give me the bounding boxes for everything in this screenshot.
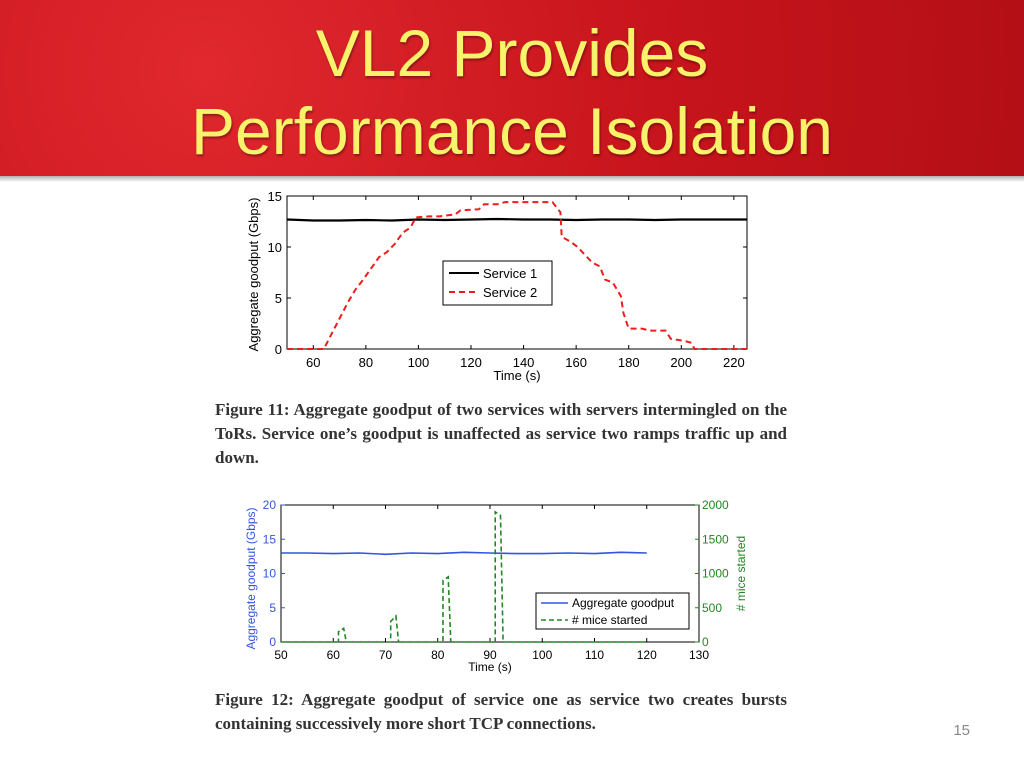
chart-2-legend-label: Aggregate goodput	[572, 596, 675, 610]
chart-2-x-axis-label: Time (s)	[468, 660, 512, 674]
chart-1-legend-label: Service 2	[483, 285, 537, 300]
chart-2-x-tick-label: 100	[532, 648, 552, 662]
chart-2-y-right-tick-label: 2000	[702, 498, 729, 512]
chart-2-series-2-line	[281, 510, 647, 643]
chart-1-x-tick-label: 140	[513, 355, 535, 370]
chart-2-x-tick-label: 60	[327, 648, 341, 662]
chart-2-y-axis-label: Aggregate goodput (Gbps)	[244, 507, 258, 649]
chart-2-x-tick-label: 130	[689, 648, 709, 662]
chart-1-x-tick-label: 200	[670, 355, 692, 370]
chart-2-y-right-tick-label: 0	[702, 635, 709, 649]
chart-2-y-right-tick-label: 1000	[702, 567, 729, 581]
chart-2-y-tick-label: 10	[263, 567, 277, 581]
chart-2-y-right-tick-label: 1500	[702, 532, 729, 546]
chart-2-series-1-line	[281, 551, 647, 556]
chart-2-x-tick-label: 120	[637, 648, 657, 662]
chart-1-group: 60 80 100 120 140 160 180 200 220 0 5 10 15 Time (s) A…	[246, 189, 748, 383]
title-line-2: Performance Isolation	[191, 94, 833, 168]
figure-12-caption: Figure 12: Aggregate goodput of service …	[215, 690, 787, 733]
chart-1-y-axis-label: Aggregate goodput (Gbps)	[246, 198, 261, 352]
chart-2-y-right-tick-label: 500	[702, 601, 722, 615]
page-number: 15	[953, 722, 970, 739]
chart-2-y-tick-label: 20	[263, 498, 277, 512]
chart-2-y-tick-label: 5	[269, 601, 276, 615]
chart-1-x-tick-label: 160	[565, 355, 587, 370]
chart-2-y-tick-label: 15	[263, 532, 277, 546]
chart-2-legend-box	[535, 592, 690, 630]
chart-2-y-tick-label: 0	[269, 635, 276, 649]
title-banner	[0, 0, 1024, 182]
chart-1-legend-label: Service 1	[483, 266, 537, 281]
chart-1-x-tick-label: 180	[618, 355, 640, 370]
chart-1-y-tick-label: 10	[268, 240, 282, 255]
chart-2-x-tick-label: 110	[585, 648, 604, 662]
chart-2-x-tick-label: 70	[379, 648, 393, 662]
chart-2-legend-label: # mice started	[572, 613, 647, 627]
chart-1-y-tick-label: 0	[275, 342, 282, 357]
chart-1-x-tick-label: 60	[306, 355, 320, 370]
chart-2-x-tick-label: 50	[274, 648, 288, 662]
chart-2-x-tick-label: 90	[483, 648, 497, 662]
chart-1-series-2-line	[287, 201, 747, 350]
chart-1-x-tick-label: 220	[723, 355, 745, 370]
slide-title: VL2 Provides Performance Isolation	[0, 14, 1024, 170]
title-line-1: VL2 Provides	[315, 16, 709, 90]
chart-1-legend-box	[442, 260, 553, 306]
chart-1-x-tick-label: 80	[359, 355, 373, 370]
chart-2-y-right-axis-label: # mice started	[734, 536, 748, 611]
chart-1-y-tick-label: 5	[275, 291, 282, 306]
chart-2-group: 50 60 70 80 90 100 110 120 130051015200500100015…	[244, 498, 748, 674]
chart-1-series-1-line	[286, 217, 747, 222]
chart-1-x-axis-label: Time (s)	[493, 368, 540, 383]
chart-1-y-tick-label: 15	[268, 189, 282, 204]
chart-1-x-tick-label: 100	[408, 355, 430, 370]
chart-2-x-tick-label: 80	[431, 648, 445, 662]
figure-11-caption: Figure 11: Aggregate goodput of two serv…	[215, 400, 787, 467]
chart-1-x-tick-label: 120	[460, 355, 482, 370]
